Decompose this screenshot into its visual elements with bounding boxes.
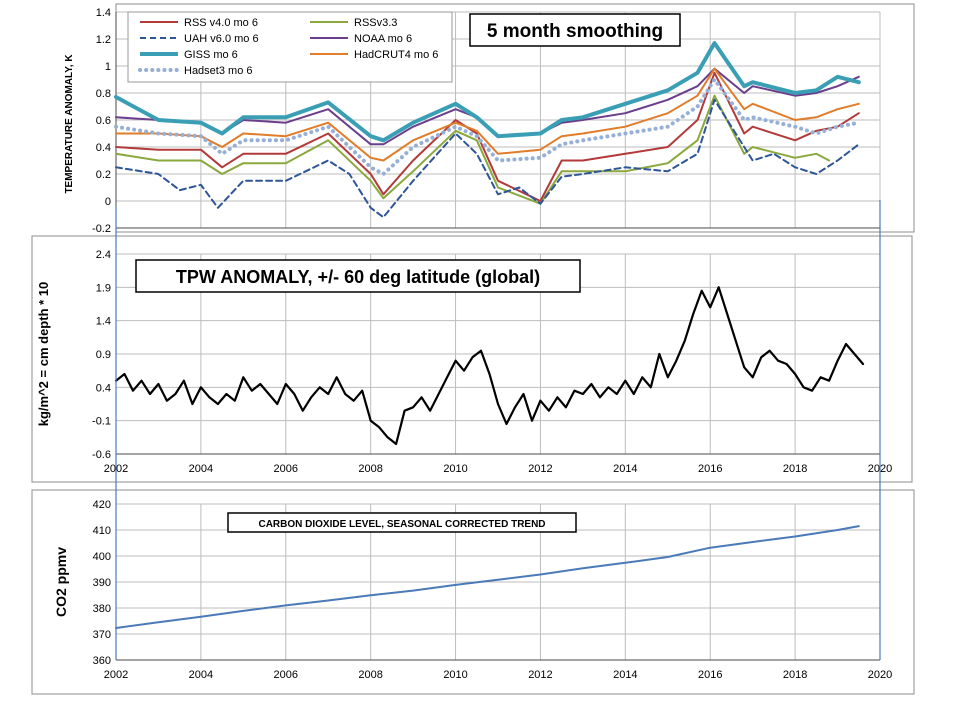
y-tick-label: 360 bbox=[93, 655, 111, 667]
y-tick-label: 0.4 bbox=[96, 142, 111, 154]
x-tick-label: 2012 bbox=[528, 669, 552, 681]
chart-title-box bbox=[135, 259, 581, 293]
x-tick-label: 2004 bbox=[189, 463, 213, 475]
co2-level-chart: 360 370 380 390 400 410 420 2002 2004 2006 2008 201… bbox=[31, 489, 915, 695]
chart-title: CARBON DIOXIDE LEVEL, SEASONAL CORRECTED… bbox=[258, 519, 545, 530]
series-line-rss-v4-0-mo-6 bbox=[115, 71, 860, 202]
legend-entry: UAH v6.0 mo 6 bbox=[184, 33, 259, 45]
x-tick-label: 2006 bbox=[274, 669, 298, 681]
x-tick-label: 2014 bbox=[613, 463, 637, 475]
legend-entry: NOAA mo 6 bbox=[354, 33, 412, 45]
x-tick-label: 2020 bbox=[868, 669, 892, 681]
x-tick-label: 2002 bbox=[104, 669, 128, 681]
legend-entry: HadCRUT4 mo 6 bbox=[354, 49, 438, 61]
y-tick-label: -0.6 bbox=[92, 449, 111, 461]
y-tick-label: -0.2 bbox=[92, 223, 111, 235]
chart-title-box bbox=[469, 13, 681, 47]
y-tick-label: -0.1 bbox=[92, 416, 111, 428]
y-tick-label: 0 bbox=[105, 196, 111, 208]
y-tick-label: 390 bbox=[93, 577, 111, 589]
y-tick-label: 370 bbox=[93, 629, 111, 641]
y-tick-label: 400 bbox=[93, 551, 111, 563]
y-tick-label: 1.2 bbox=[96, 34, 111, 46]
legend-box bbox=[127, 11, 453, 83]
y-tick-label: 1.4 bbox=[96, 316, 111, 328]
x-tick-label: 2006 bbox=[274, 463, 298, 475]
y-tick-label: 1 bbox=[105, 61, 111, 73]
series-line-hadcrut4-mo-6 bbox=[115, 67, 860, 162]
y-tick-label: 0.4 bbox=[96, 382, 111, 394]
x-tick-label: 2014 bbox=[613, 669, 637, 681]
y-tick-label: 2.4 bbox=[96, 249, 111, 261]
legend-entry: RSSv3.3 bbox=[354, 17, 397, 29]
legend-entry: RSS v4.0 mo 6 bbox=[184, 17, 258, 29]
y-tick-label: 380 bbox=[93, 603, 111, 615]
x-tick-label: 2018 bbox=[783, 669, 807, 681]
series-line-uah-v6-0-mo-6 bbox=[115, 98, 860, 219]
y-tick-label: 0.2 bbox=[96, 169, 111, 181]
x-tick-label: 2010 bbox=[443, 463, 467, 475]
chart-title: TPW ANOMALY, +/- 60 deg latitude (global… bbox=[176, 267, 540, 287]
y-tick-label: 0.8 bbox=[96, 88, 111, 100]
temperature-anomaly-chart: -0.200.20.40.60.811.21.42002200420062008… bbox=[64, 3, 915, 249]
chart-title: 5 month smoothing bbox=[487, 21, 663, 42]
x-tick-label: 2018 bbox=[783, 463, 807, 475]
series-line-hadset3-mo-6 bbox=[114, 77, 861, 176]
y-tick-label: 0.9 bbox=[96, 349, 111, 361]
y-tick-label: 1.9 bbox=[96, 282, 111, 294]
y-tick-label: 410 bbox=[93, 525, 111, 537]
legend-entry: Hadset3 mo 6 bbox=[184, 65, 252, 77]
x-tick-label: 2012 bbox=[528, 463, 552, 475]
x-tick-label: 2008 bbox=[358, 669, 382, 681]
series-line-rssv3-3 bbox=[115, 94, 831, 205]
series-line-main bbox=[114, 286, 865, 446]
y-axis-label: kg/m^2 = cm depth * 10 bbox=[36, 282, 51, 427]
y-tick-label: 420 bbox=[93, 499, 111, 511]
y-axis-label: TEMPERATURE ANOMALY, K bbox=[64, 54, 75, 194]
y-axis-label: CO2 ppmv bbox=[53, 547, 69, 617]
x-tick-label: 2004 bbox=[189, 669, 213, 681]
x-tick-label: 2008 bbox=[358, 463, 382, 475]
series-line-giss-mo-6 bbox=[114, 41, 861, 143]
legend-entry: GISS mo 6 bbox=[184, 49, 238, 61]
chart-title-box bbox=[227, 512, 577, 533]
x-tick-label: 2016 bbox=[698, 669, 722, 681]
y-tick-label: 1.4 bbox=[96, 7, 111, 19]
x-tick-label: 2016 bbox=[698, 463, 722, 475]
series-line-main bbox=[115, 525, 860, 629]
y-tick-label: 0.6 bbox=[96, 115, 111, 127]
x-tick-label: 2010 bbox=[443, 669, 467, 681]
